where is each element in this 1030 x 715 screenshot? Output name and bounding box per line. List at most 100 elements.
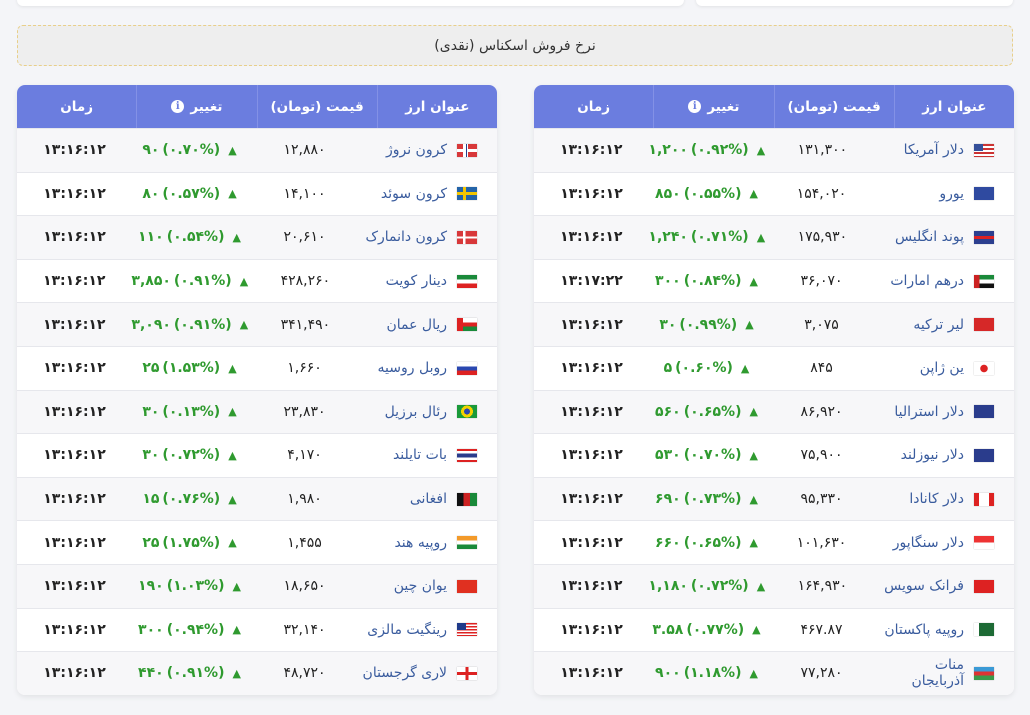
currency-name-cell: دلار کانادا (879, 478, 1014, 521)
currency-name-cell: فرانک سویس (880, 565, 1014, 608)
change-cell: ۲۵ (۱.۵۳%) ▲ (132, 347, 247, 390)
column-header-name[interactable]: عنوان ارز (376, 85, 497, 128)
time-cell: ۱۳:۱۷:۲۲ (560, 273, 623, 290)
table-row: یورو ۱۵۴,۰۲۰ ۸۵۰ (۰.۵۵%) ▲ ۱۳:۱۶:۱۲ (534, 171, 1014, 216)
currency-name-link[interactable]: کرون سوئد (380, 185, 447, 202)
table-row: دلار کانادا ۹۵,۳۳۰ ۶۹۰ (۰.۷۳%) ▲ ۱۳:۱۶:۱۲ (534, 476, 1014, 521)
currency-name-link[interactable]: روپیه پاکستان (884, 621, 964, 638)
currency-name-link[interactable]: پوند انگلیس (894, 229, 964, 246)
change-value: ۹۰ (142, 142, 160, 159)
currency-name-cell: دلار آمریکا (880, 129, 1014, 172)
currency-name-link[interactable]: لیر ترکیه (913, 316, 964, 333)
time-cell: ۱۳:۱۶:۱۲ (43, 534, 106, 551)
table-row: درهم امارات ۳۶,۰۷۰ ۳۰۰ (۰.۸۴%) ▲ ۱۳:۱۷:۲۲ (534, 258, 1014, 303)
arrow-up-icon: ▲ (228, 492, 237, 506)
column-header-change[interactable]: تغییر i (653, 85, 773, 128)
change-cell: ۴۴۰ (۰.۹۱%) ▲ (132, 652, 247, 695)
arrow-up-icon: ▲ (756, 230, 766, 244)
flag-nz-icon (974, 448, 994, 462)
currency-name-link[interactable]: لاری گرجستان (362, 665, 447, 682)
column-header-time[interactable]: زمان (577, 98, 610, 115)
time-cell: ۱۳:۱۶:۱۲ (43, 229, 106, 246)
currency-name-cell: کرون نروژ (362, 129, 497, 172)
currency-name-link[interactable]: رینگیت مالزی (367, 621, 447, 638)
currency-name-link[interactable]: درهم امارات (890, 273, 964, 290)
currency-name-cell: پوند انگلیس (880, 216, 1014, 259)
price-cell: ۱۰۱,۶۳۰ (796, 534, 847, 551)
time-cell: ۱۳:۱۶:۱۲ (43, 491, 106, 508)
table-row: روبل روسیه ۱,۶۶۰ ۲۵ (۱.۵۳%) ▲ ۱۳:۱۶:۱۲ (17, 345, 497, 390)
column-header-name[interactable]: عنوان ارز (893, 85, 1014, 128)
currency-name-cell: کرون سوئد (362, 173, 497, 216)
table-row: ین ژاپن ۸۴۵ ۵ (۰.۶۰%) ▲ ۱۳:۱۶:۱۲ (534, 345, 1014, 390)
column-header-change[interactable]: تغییر i (136, 85, 256, 128)
currency-name-link[interactable]: فرانک سویس (884, 578, 964, 595)
change-percent: (۱.۰۳%) (166, 578, 225, 595)
currency-name-cell: ین ژاپن (879, 347, 1014, 390)
column-header-time[interactable]: زمان (60, 98, 93, 115)
price-cell: ۱۵۴,۰۲۰ (796, 185, 847, 202)
currency-name-link[interactable]: ریال عمان (386, 316, 447, 333)
currency-name-cell: کرون دانمارک (362, 216, 497, 259)
price-cell: ۳,۰۷۵ (804, 316, 839, 333)
price-cell: ۴۸,۷۲۰ (283, 665, 326, 682)
currency-name-link[interactable]: کرون دانمارک (365, 229, 447, 246)
section-banner: نرخ فروش اسکناس (نقدی) (17, 25, 1013, 66)
flag-in-icon (457, 536, 477, 550)
time-cell: ۱۳:۱۶:۱۲ (43, 578, 106, 595)
time-cell: ۱۳:۱۶:۱۲ (43, 185, 106, 202)
currency-name-link[interactable]: بات تایلند (392, 447, 447, 464)
change-cell: ۶۹۰ (۰.۷۳%) ▲ (649, 478, 764, 521)
table-row: کرون نروژ ۱۲,۸۸۰ ۹۰ (۰.۷۰%) ▲ ۱۳:۱۶:۱۲ (17, 128, 497, 172)
flag-pk-icon (974, 623, 994, 637)
time-cell: ۱۳:۱۶:۱۲ (560, 185, 623, 202)
currency-name-link[interactable]: دلار سنگاپور (892, 534, 964, 551)
currency-name-link[interactable]: یورو (939, 185, 964, 202)
currency-name-link[interactable]: دینار کویت (385, 273, 447, 290)
change-cell: ۳۰ (۰.۱۳%) ▲ (132, 391, 247, 434)
change-value: ۳,۰۹۰ (131, 316, 171, 333)
arrow-up-icon: ▲ (756, 143, 766, 157)
arrow-up-icon: ▲ (752, 623, 761, 637)
info-icon[interactable]: i (171, 100, 185, 113)
column-header-price[interactable]: قیمت (تومان) (256, 85, 377, 128)
change-value: ۱۵ (142, 491, 160, 508)
price-cell: ۱۴,۱۰۰ (283, 185, 326, 202)
table-row: روپیه هند ۱,۴۵۵ ۲۵ (۱.۷۵%) ▲ ۱۳:۱۶:۱۲ (17, 520, 497, 564)
change-cell: ۳,۰۹۰ (۰.۹۱%) ▲ (131, 303, 248, 346)
currency-name-link[interactable]: دلار کانادا (909, 491, 964, 508)
currency-name-link[interactable]: دلار استرالیا (894, 403, 964, 420)
currency-name-cell: دلار نیوزلند (879, 434, 1014, 477)
currency-table-left: عنوان ارز قیمت (تومان) تغییر i زمان کرون نروژ… (17, 85, 497, 695)
price-cell: ۲۰,۶۱۰ (283, 229, 326, 246)
currency-name-link[interactable]: منات آذربایجان (911, 657, 964, 690)
time-cell: ۱۳:۱۶:۱۲ (560, 491, 623, 508)
currency-name-link[interactable]: روبل روسیه (377, 360, 447, 377)
change-cell: ۳,۸۵۰ (۰.۹۱%) ▲ (131, 260, 248, 303)
currency-name-link[interactable]: یوان چین (393, 578, 447, 595)
arrow-up-icon: ▲ (232, 579, 241, 593)
currency-name-link[interactable]: افغانی (409, 491, 447, 508)
table-row: رئال برزیل ۲۳,۸۳۰ ۳۰ (۰.۱۳%) ▲ ۱۳:۱۶:۱۲ (17, 389, 497, 434)
time-cell: ۱۳:۱۶:۱۲ (560, 447, 623, 464)
currency-name-link[interactable]: کرون نروژ (385, 142, 447, 159)
currency-name-link[interactable]: روپیه هند (394, 534, 447, 551)
info-icon[interactable]: i (688, 100, 702, 113)
currency-name-link[interactable]: رئال برزیل (384, 403, 447, 420)
currency-name-cell: رئال برزیل (362, 391, 497, 434)
currency-name-link[interactable]: دلار نیوزلند (900, 447, 964, 464)
top-card (17, 0, 684, 6)
currency-name-cell: درهم امارات (879, 260, 1014, 303)
table-row: پوند انگلیس ۱۷۵,۹۳۰ ۱,۲۴۰ (۰.۷۱%) ▲ ۱۳:۱۶:۱۲ (534, 215, 1014, 259)
time-cell: ۱۳:۱۶:۱۲ (42, 273, 106, 290)
flag-us-icon (974, 143, 994, 157)
change-cell: ۵۶۰ (۰.۶۵%) ▲ (649, 391, 764, 434)
currency-name-link[interactable]: دلار آمریکا (903, 142, 964, 159)
time-cell: ۱۳:۱۶:۱۲ (560, 665, 623, 682)
change-value: ۸۰ (142, 185, 160, 202)
flag-th-icon (457, 448, 477, 462)
change-percent: (۰.۹۱%) (173, 316, 232, 333)
currency-name-link[interactable]: ین ژاپن (919, 360, 964, 377)
column-header-price[interactable]: قیمت (تومان) (773, 85, 894, 128)
table-row: فرانک سویس ۱۶۴,۹۳۰ ۱,۱۸۰ (۰.۷۲%) ▲ ۱۳:۱۶:۱۲ (534, 563, 1014, 608)
